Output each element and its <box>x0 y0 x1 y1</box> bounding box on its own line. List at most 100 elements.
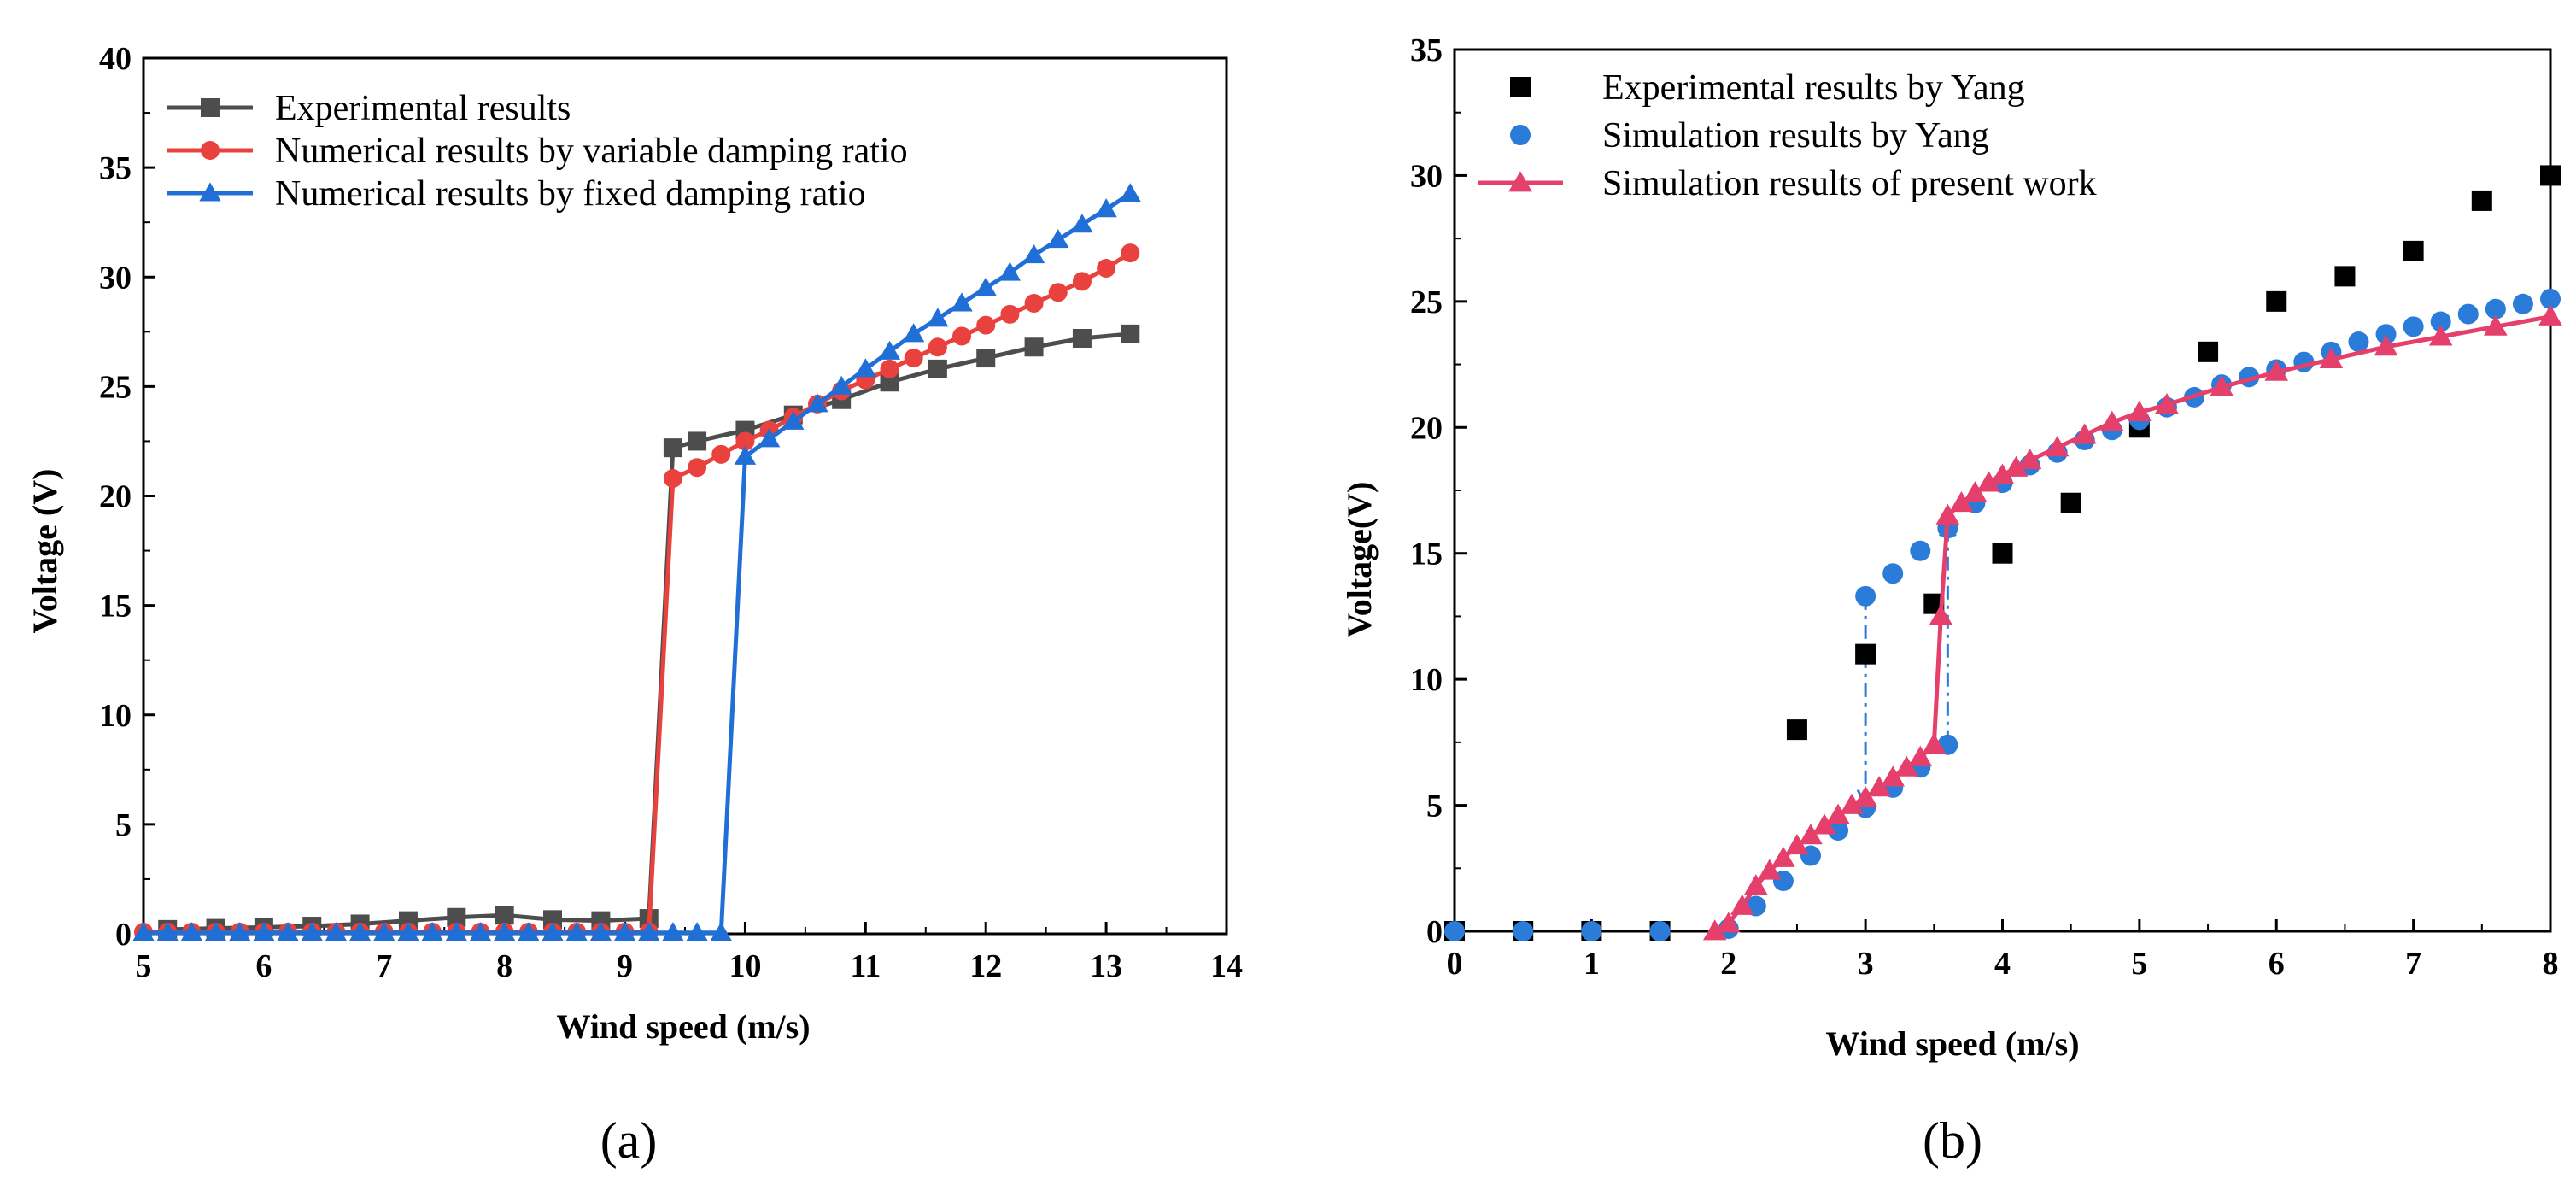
series-line <box>167 331 1131 932</box>
data-point <box>758 428 781 448</box>
data-point <box>1828 820 1849 842</box>
y-tick-label: 20 <box>1410 410 1443 446</box>
data-point <box>2060 492 2081 513</box>
y-tick-label: 30 <box>1410 158 1443 194</box>
y-axis-title-a: Voltage (V) <box>26 469 64 634</box>
series-3 <box>1702 304 2562 941</box>
data-point <box>2004 455 2029 477</box>
x-tick-label: 6 <box>2269 946 2285 982</box>
data-point <box>1071 214 1093 233</box>
y-tick-label: 25 <box>99 369 132 405</box>
x-axis-title-a: Wind speed (m/s) <box>556 1007 810 1046</box>
data-point <box>1716 912 1741 933</box>
y-tick-label: 20 <box>99 479 132 515</box>
legend-item: Experimental results <box>167 89 571 128</box>
x-tick-label: 4 <box>1994 946 2011 982</box>
y-tick-label: 10 <box>99 698 132 734</box>
data-point <box>1922 733 1947 754</box>
data-point <box>542 922 564 941</box>
data-point <box>2210 375 2234 396</box>
data-point <box>495 906 514 925</box>
data-point <box>1000 304 1020 324</box>
panel-label-b: (b) <box>1923 1112 1982 1169</box>
data-point <box>1072 329 1092 348</box>
data-point <box>688 458 707 478</box>
data-point <box>711 444 731 464</box>
data-point <box>1910 540 1931 561</box>
x-tick-label: 5 <box>136 948 152 984</box>
data-point <box>1785 833 1809 855</box>
data-point <box>447 907 466 927</box>
data-point <box>2538 304 2562 326</box>
data-point <box>2045 436 2070 457</box>
legend-marker <box>1508 171 1532 192</box>
x-tick-label: 11 <box>850 948 881 984</box>
data-point <box>1121 243 1140 263</box>
data-point <box>229 922 251 941</box>
data-point <box>2198 341 2219 362</box>
y-tick-label: 35 <box>1410 32 1443 68</box>
x-tick-label: 5 <box>2131 946 2147 982</box>
data-point <box>1513 921 1534 941</box>
x-tick-label: 7 <box>376 948 392 984</box>
data-point <box>1812 813 1836 835</box>
data-point <box>156 922 179 941</box>
data-point <box>1744 874 1768 895</box>
data-point <box>2403 316 2424 337</box>
data-point <box>1119 183 1141 202</box>
data-point <box>806 393 828 413</box>
data-point <box>1649 921 1671 941</box>
y-axis-title-b: Voltage(V) <box>1340 482 1379 638</box>
legend-item: Numerical results by fixed damping ratio <box>167 174 866 214</box>
legend-item: Simulation results of present work <box>1478 164 2097 203</box>
y-tick-label: 30 <box>99 260 132 296</box>
x-tick-label: 9 <box>617 948 633 984</box>
x-tick-label: 12 <box>969 948 1002 984</box>
legend: Experimental results Numerical results by… <box>167 89 908 214</box>
x-tick-label: 8 <box>496 948 512 984</box>
data-point <box>688 431 707 451</box>
data-point <box>830 375 852 395</box>
legend-item: Experimental results by Yang <box>1510 68 2025 108</box>
data-point <box>1855 643 1876 665</box>
legend-label: Simulation results of present work <box>1602 164 2097 203</box>
y-tick-label: 25 <box>1410 284 1443 320</box>
data-point <box>2319 347 2344 369</box>
data-point <box>1867 776 1891 797</box>
data-point <box>1894 755 1919 777</box>
data-point <box>782 410 805 430</box>
chart-panel-a: 5 6 7 8 9 10 11 12 13 140510152025303540Experimen… <box>26 41 1243 1169</box>
data-point <box>469 922 492 941</box>
legend-label: Numerical results by variable damping ra… <box>275 132 908 171</box>
data-point <box>1072 272 1092 291</box>
data-point <box>325 922 348 941</box>
data-point <box>277 922 299 941</box>
x-tick-label: 2 <box>1720 946 1736 982</box>
plot-area-b: 0 1 2 3 4 5 6 7 8 0 5 10 15 20 25 30 35 Experimental resu… <box>1410 32 2562 982</box>
legend-label: Simulation results by Yang <box>1602 116 1989 155</box>
data-point <box>1024 294 1044 313</box>
y-tick-label: 0 <box>1426 914 1443 950</box>
data-point <box>2430 311 2451 332</box>
series-line <box>143 191 1132 936</box>
data-point <box>373 922 395 941</box>
data-point <box>2484 314 2508 336</box>
data-point <box>1992 543 2013 564</box>
y-tick-label: 5 <box>115 807 132 843</box>
data-point <box>951 292 973 312</box>
data-point <box>1826 803 1850 824</box>
data-point <box>445 922 467 941</box>
data-point <box>565 922 588 941</box>
legend-label: Experimental results by Yang <box>1602 68 2025 108</box>
legend-item: Simulation results by Yang <box>1510 116 1989 155</box>
data-point <box>1840 793 1864 814</box>
data-point <box>735 431 755 451</box>
legend: Experimental results by Yang Simulation r… <box>1478 68 2097 203</box>
data-point <box>1095 198 1117 218</box>
data-point <box>1799 824 1823 845</box>
y-tick-label: 15 <box>1410 537 1443 572</box>
x-tick-label: 13 <box>1090 948 1122 984</box>
data-point <box>204 922 227 941</box>
data-point <box>301 922 323 941</box>
